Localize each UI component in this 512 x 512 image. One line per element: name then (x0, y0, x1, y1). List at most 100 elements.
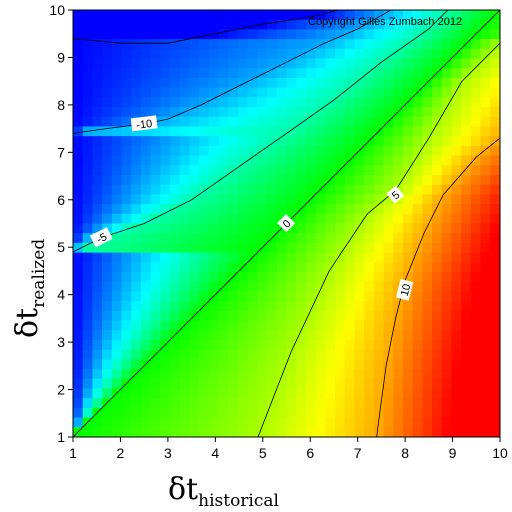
heatmap-cell (199, 136, 210, 147)
heatmap-cell (73, 242, 84, 254)
heatmap-cell (432, 87, 443, 98)
heatmap-cell (383, 398, 394, 409)
heatmap-cell (480, 398, 491, 409)
heatmap-cell (150, 417, 161, 428)
heatmap-cell (470, 233, 482, 244)
heatmap-cell (441, 378, 453, 390)
heatmap-cell (480, 291, 491, 302)
heatmap-cell (267, 320, 278, 331)
heatmap-cell (305, 10, 317, 21)
heatmap-cell (286, 29, 297, 40)
heatmap-cell (412, 39, 423, 50)
heatmap-cell (237, 165, 249, 176)
heatmap-cell (393, 407, 404, 419)
heatmap-cell (422, 204, 433, 215)
heatmap-cell (267, 349, 278, 360)
heatmap-cell (160, 10, 171, 21)
heatmap-cell (470, 339, 482, 351)
heatmap-cell (160, 281, 171, 293)
heatmap-cell (296, 339, 307, 351)
heatmap-cell (140, 398, 152, 409)
heatmap-cell (451, 126, 462, 137)
heatmap-cell (315, 204, 326, 215)
heatmap-cell (461, 417, 472, 428)
heatmap-cell (480, 272, 491, 283)
heatmap-cell (170, 48, 181, 60)
heatmap-cell (160, 223, 171, 234)
heatmap-cell (335, 359, 346, 370)
heatmap-cell (461, 126, 472, 137)
heatmap-cell (92, 301, 103, 312)
heatmap-cell (344, 252, 356, 263)
heatmap-cell (364, 349, 375, 360)
heatmap-cell (140, 281, 152, 293)
heatmap-cell (441, 310, 453, 322)
heatmap-cell (170, 388, 181, 399)
heatmap-cell (305, 48, 317, 60)
heatmap-cell (150, 369, 161, 380)
heatmap-cell (296, 213, 307, 225)
x-tick-label: 6 (306, 445, 314, 461)
heatmap-cell (247, 19, 258, 30)
heatmap-cell (228, 310, 239, 322)
heatmap-cell (383, 194, 394, 205)
heatmap-cell (422, 136, 433, 147)
heatmap-cell (218, 39, 229, 50)
heatmap-cell (296, 204, 307, 215)
heatmap-cell (257, 58, 268, 69)
heatmap-cell (257, 10, 268, 21)
heatmap-cell (237, 48, 249, 60)
heatmap-cell (335, 272, 346, 283)
heatmap-cell (160, 213, 171, 225)
heatmap-cell (393, 320, 404, 331)
heatmap-cell (170, 194, 181, 205)
heatmap-cell (179, 398, 191, 409)
heatmap-cell (218, 97, 229, 108)
heatmap-cell (441, 165, 453, 176)
heatmap-cell (305, 398, 317, 409)
heatmap-cell (432, 77, 443, 89)
heatmap-cell (402, 349, 414, 360)
heatmap-cell (170, 97, 181, 108)
heatmap-cell (412, 107, 423, 118)
heatmap-cell (344, 281, 356, 293)
heatmap-cell (179, 291, 191, 302)
heatmap-cell (286, 339, 297, 351)
heatmap-cell (305, 223, 317, 234)
heatmap-cell (179, 204, 191, 215)
heatmap-cell (335, 417, 346, 428)
heatmap-cell (335, 378, 346, 390)
heatmap-cell (296, 330, 307, 341)
heatmap-cell (247, 204, 258, 215)
heatmap-cell (335, 320, 346, 331)
heatmap-cell (140, 97, 152, 108)
heatmap-cell (228, 10, 239, 21)
heatmap-cell (140, 39, 152, 50)
heatmap-cell (218, 320, 229, 331)
heatmap-cell (325, 272, 336, 283)
heatmap-cell (150, 29, 161, 40)
heatmap-cell (412, 29, 423, 40)
heatmap-cell (247, 48, 258, 60)
heatmap-cell (102, 39, 113, 50)
heatmap-cell (170, 359, 181, 370)
heatmap-cell (296, 252, 307, 263)
heatmap-cell (422, 378, 433, 390)
heatmap-cell (441, 107, 453, 118)
heatmap-cell (111, 10, 123, 21)
heatmap-cell (102, 398, 113, 409)
heatmap-cell (364, 310, 375, 322)
heatmap-cell (296, 262, 307, 273)
heatmap-cell (441, 281, 453, 293)
heatmap-cell (305, 242, 317, 254)
heatmap-cell (237, 116, 249, 128)
heatmap-cell (82, 369, 93, 380)
heatmap-cell (286, 204, 297, 215)
heatmap-cell (335, 369, 346, 380)
heatmap-cell (82, 29, 93, 40)
heatmap-cell (373, 48, 385, 60)
heatmap-cell (296, 126, 307, 137)
heatmap-cell (257, 155, 268, 166)
heatmap-cell (451, 223, 462, 234)
